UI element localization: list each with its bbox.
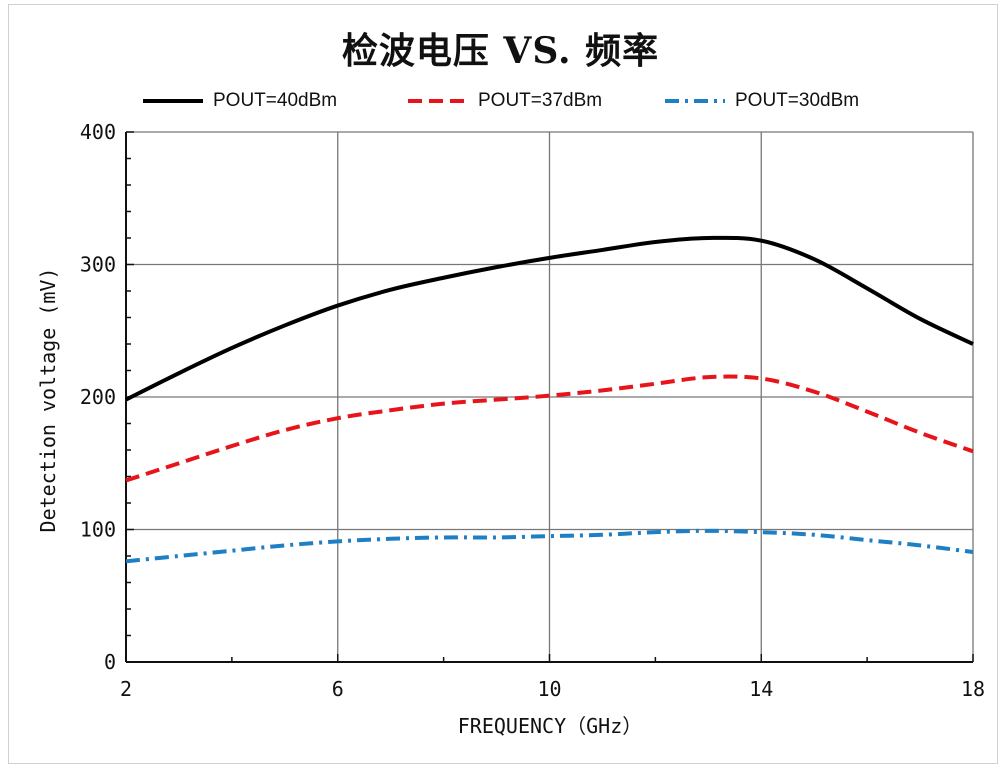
legend-item-37dbm: POUT=37dBm <box>408 90 602 112</box>
legend-swatch-37dbm <box>408 99 468 103</box>
series-line-1 <box>125 374 974 483</box>
x-tick-label: 2 <box>120 677 132 701</box>
series-line-0 <box>125 235 974 402</box>
chart-frame <box>8 4 998 764</box>
x-axis-label: FREQUENCY（GHz） <box>458 714 643 738</box>
y-tick-label: 300 <box>80 253 116 277</box>
x-tick-label: 18 <box>961 677 985 701</box>
legend-swatch-40dbm <box>143 99 203 103</box>
legend-item-30dbm: POUT=30dBm <box>665 90 859 112</box>
series-line-2 <box>125 528 974 564</box>
x-tick-label: 10 <box>537 677 561 701</box>
y-tick-label: 200 <box>80 385 116 409</box>
legend-item-40dbm: POUT=40dBm <box>143 90 337 112</box>
chart-legend: POUT=40dBm POUT=37dBm POUT=30dBm <box>0 90 1001 120</box>
x-tick-label: 14 <box>749 677 773 701</box>
y-tick-label: 400 <box>80 120 116 144</box>
x-tick-label: 6 <box>332 677 344 701</box>
legend-label-30dbm: POUT=30dBm <box>735 90 860 111</box>
legend-label-40dbm: POUT=40dBm <box>213 90 338 111</box>
y-tick-label: 0 <box>104 650 116 674</box>
series-lines <box>125 235 974 564</box>
legend-swatch-30dbm <box>665 99 725 103</box>
y-axis-label: Detection voltage (mV) <box>36 268 60 533</box>
y-tick-label: 100 <box>80 518 116 542</box>
legend-label-37dbm: POUT=37dBm <box>478 90 603 111</box>
axes: 0 100 200 300 400 2 6 10 14 18 <box>80 120 985 701</box>
chart-title: 检波电压 VS. 频率 <box>341 30 660 72</box>
